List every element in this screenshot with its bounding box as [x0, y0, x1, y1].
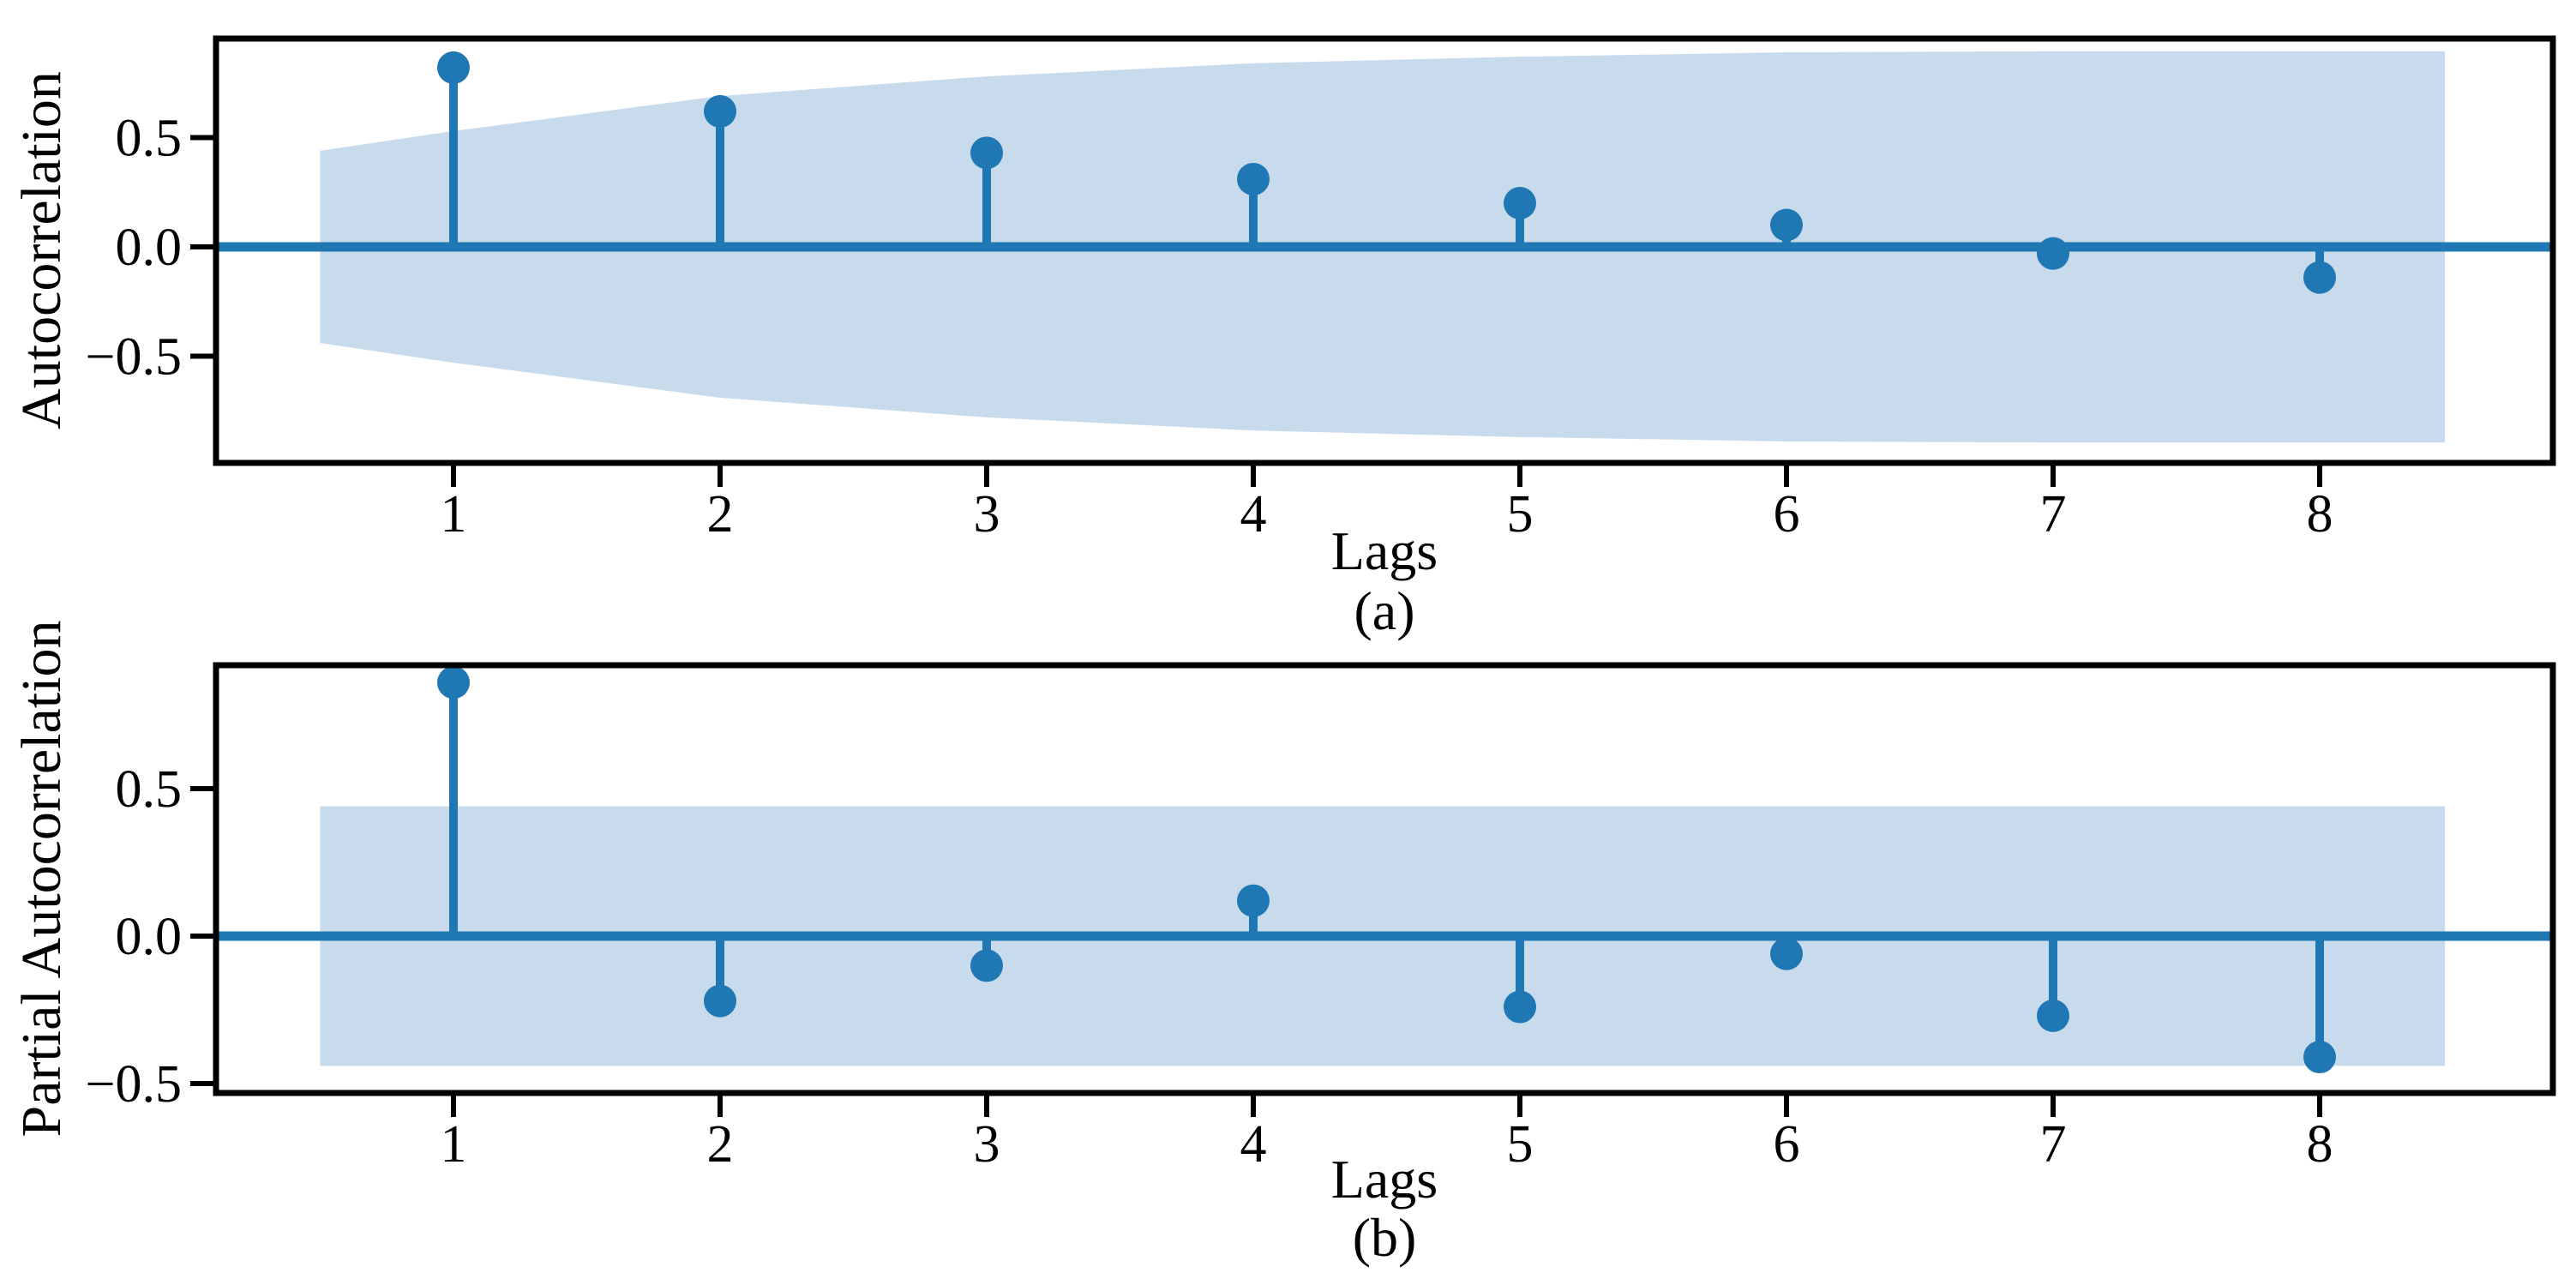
x-tick-label: 6 [1774, 485, 1800, 543]
x-tick-label: 5 [1507, 485, 1534, 543]
marker [970, 136, 1003, 170]
caption-b: (b) [1353, 1207, 1417, 1268]
x-tick-label: 4 [1240, 1115, 1267, 1174]
x-tick-label: 2 [707, 1115, 734, 1174]
caption-a: (a) [1354, 580, 1414, 641]
x-tick-label: 1 [441, 1115, 467, 1174]
x-tick-label: 3 [974, 485, 1000, 543]
marker [1770, 937, 1803, 970]
y-axis-label-acf: Autocorrelation [10, 71, 73, 429]
marker [2037, 999, 2069, 1032]
x-tick-label: 7 [2040, 1115, 2067, 1174]
marker [1237, 884, 1270, 917]
x-tick-label: 8 [2307, 1115, 2333, 1174]
y-tick-label: −0.5 [86, 328, 182, 387]
axes-frame [213, 35, 2556, 466]
x-axis-label-pacf: Lags [1331, 1149, 1438, 1210]
marker [1504, 990, 1536, 1024]
y-tick-label: 0.5 [116, 110, 183, 168]
marker [2303, 261, 2336, 294]
x-tick-label: 1 [441, 485, 467, 543]
x-axis-label-acf: Lags [1331, 520, 1438, 581]
marker [970, 949, 1003, 982]
x-tick-label: 5 [1507, 1115, 1534, 1174]
y-tick-label: 0.0 [116, 219, 183, 277]
x-tick-label: 8 [2307, 485, 2333, 543]
x-tick-label: 6 [1774, 1115, 1800, 1174]
x-tick-label: 4 [1240, 485, 1267, 543]
y-tick-label: 0.0 [116, 908, 183, 966]
x-tick-label: 7 [2040, 485, 2067, 543]
y-tick-label: −0.5 [86, 1055, 182, 1114]
marker [1237, 162, 1270, 195]
marker [1504, 187, 1536, 219]
y-axis-label-pacf: Partial Autocorrelation [10, 621, 73, 1138]
marker [2037, 237, 2069, 270]
x-tick-label: 2 [707, 485, 734, 543]
marker [1770, 208, 1803, 242]
marker [704, 984, 736, 1018]
x-tick-label: 3 [974, 1115, 1000, 1174]
chart-layer: 0.5 0.0 −0.5 1 2 3 4 5 6 7 8 0.5 0.0 −0.5 1 2 3 4 5 6 7 8 [86, 35, 2556, 1174]
marker [704, 94, 736, 128]
marker [437, 666, 470, 700]
y-tick-label: 0.5 [116, 760, 183, 819]
axes-frame [213, 662, 2556, 1096]
marker [437, 51, 470, 84]
marker [2303, 1041, 2336, 1074]
